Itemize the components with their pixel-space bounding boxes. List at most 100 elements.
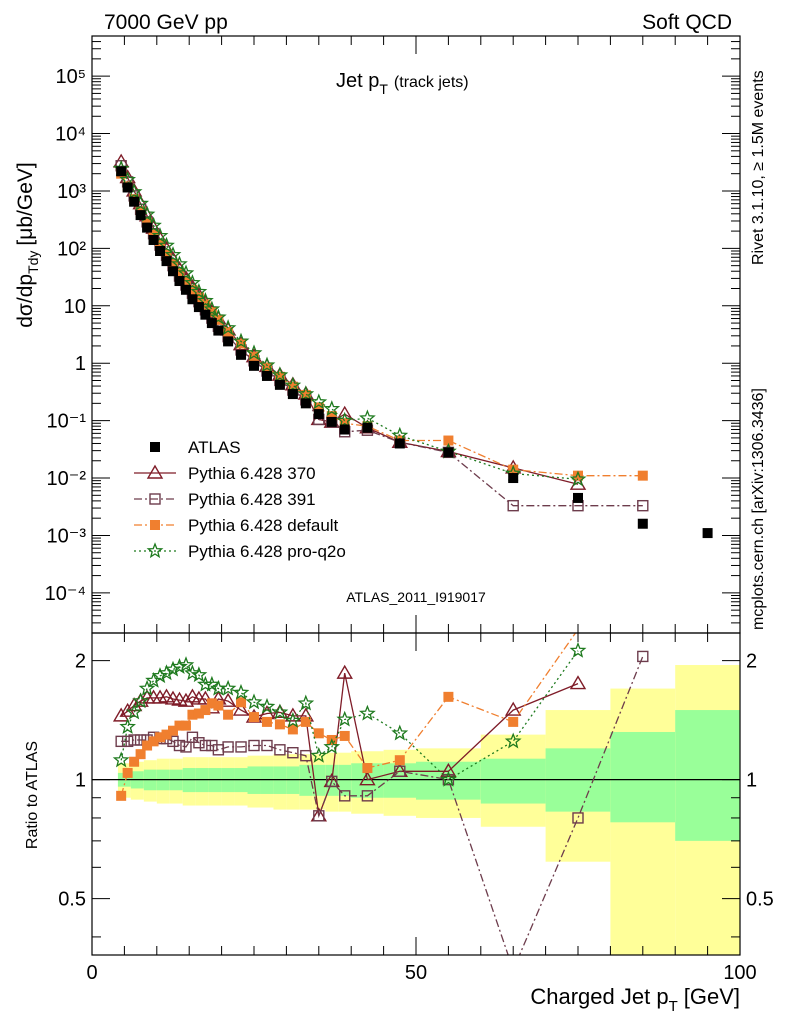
data-point [702,528,713,539]
main-y-tick-label: 10⁻³ [47,525,87,547]
data-point [161,249,172,260]
ratio-data-point [193,708,204,719]
data-point [197,292,214,308]
ratio-data-point [297,694,315,711]
data-point [206,318,217,329]
x-axis-label-subscript: T [669,998,678,1015]
ratio-data-point [173,739,186,752]
data-point [287,381,298,392]
data-point [249,360,259,371]
ratio-data-point [361,790,374,802]
ratio-data-point [235,741,247,753]
ratio-data-point [569,641,587,658]
x-tick-label: 50 [405,962,427,984]
ratio-panel: 0.5 0.5 1 1 2 2 0 50 100 Ratio to ATLAS Charged … [24,632,774,1015]
ratio-y-tick-label: 2 [75,651,86,673]
data-point [180,284,191,295]
svg-text:dσ/dpTdy[μb/GeV]: dσ/dpTdy [μb/GeV] [14,162,41,328]
ratio-data-point [236,697,247,708]
legend-entry-label: Pythia 6.428 391 [188,490,316,509]
ratio-data-point [339,790,351,802]
ratio-panel-frame [91,632,741,956]
data-point [326,411,337,422]
data-point [187,294,198,305]
data-point [236,349,247,360]
data-point [300,389,311,400]
ratio-data-point [339,730,350,741]
series-atlas [116,166,713,539]
ratio-data-point [206,698,217,709]
ratio-data-point [132,692,149,709]
ratio-data-point [135,749,146,760]
main-y-tick-label: 10⁻⁴ [45,583,86,605]
main-y-tick-label: 10² [57,238,86,260]
data-point [223,336,234,347]
ratio-data-point [394,755,405,766]
ratio-data-point [158,664,175,681]
ratio-data-point [261,739,273,752]
ratio-data-point [128,734,140,746]
data-point [245,344,263,361]
ratio-data-point [177,692,195,707]
main-y-axis-label: dσ/dpTdy [μb/GeV] [14,162,41,328]
main-y-tick-label: 10 [64,296,86,318]
ratio-data-point [284,707,302,722]
ratio-data-point [440,770,457,787]
data-point [336,411,354,428]
ratio-data-point [116,790,127,801]
uncertainty-band-inner [675,710,740,841]
ratio-data-point [287,747,299,759]
legend-entry-label: Pythia 6.428 default [188,516,339,535]
main-title-paren: (track jets) [394,74,469,91]
ratio-data-point [187,709,198,720]
ratio-data-point [359,771,376,786]
data-point [236,338,247,349]
data-point [168,266,178,277]
ratio-data-point [222,741,234,753]
x-tick-label: 0 [86,962,97,984]
ratio-data-point [300,749,312,762]
data-point [573,492,583,503]
ratio-data-point [168,725,178,736]
data-point [168,259,178,270]
x-axis-label-text: Charged Jet p [530,984,668,1009]
ratio-data-point [310,746,328,763]
ratio-data-point [274,744,286,756]
data-point [313,402,324,413]
data-point [339,424,350,435]
legend-marker [146,464,164,479]
data-point [323,400,341,417]
ratio-data-point [206,739,218,752]
data-point [310,393,328,410]
ratio-data-point [119,718,136,734]
data-point [326,416,337,427]
data-point [193,302,204,313]
main-title: Jet pT (track jets) [336,70,469,97]
data-point [287,389,298,400]
legend-marker [150,442,160,452]
series-line [120,168,579,480]
ratio-data-point [199,739,212,752]
data-point [637,518,648,529]
data-point [213,325,224,336]
data-point [129,196,140,207]
legend-marker [150,520,160,530]
data-point [155,246,166,257]
ratio-data-point [336,710,354,727]
data-point [116,166,127,177]
x-axis-label: Charged Jet pT [GeV] [530,984,740,1015]
ratio-data-point [287,724,298,735]
ratio-data-point [213,700,224,711]
data-point [148,234,159,245]
ratio-y-tick-label-right: 2 [746,651,757,673]
ratio-data-point [125,703,143,720]
data-point [232,332,250,349]
ratio-data-point [174,720,185,731]
ratio-data-point [274,719,285,730]
ratio-data-point [193,737,205,749]
data-point [184,274,201,291]
legend-entry-label: Pythia 6.428 pro-q2o [188,542,346,561]
main-y-tick-label: 10⁻² [47,468,87,490]
ratio-series-line [120,650,579,781]
ratio-series-line [120,672,579,817]
